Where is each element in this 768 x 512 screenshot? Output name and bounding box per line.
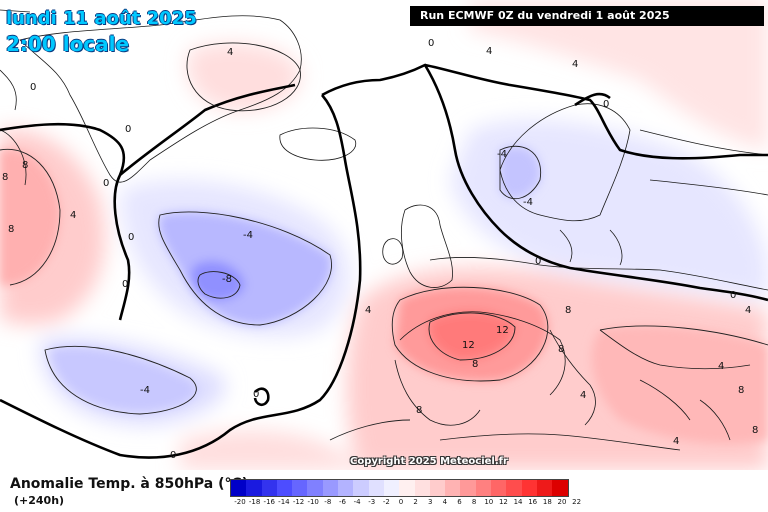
- color-scale-tick: 18: [542, 498, 552, 506]
- color-scale-cell: [383, 480, 400, 496]
- contour-value-label: 4: [227, 47, 233, 58]
- color-scale-cell: [231, 480, 247, 496]
- color-scale-tick: -12: [292, 498, 305, 506]
- lead-time-label: (+240h): [14, 494, 65, 507]
- color-scale-cell: [475, 480, 492, 496]
- contour-value-label: 4: [70, 210, 76, 221]
- color-scale-cell: [322, 480, 339, 496]
- contour-value-label: 4: [572, 59, 578, 70]
- color-scale-tick: 12: [498, 498, 508, 506]
- color-scale-tick: 2: [413, 498, 418, 506]
- color-scale-cell: [292, 480, 308, 496]
- forecast-date: lundi 11 août 2025: [6, 8, 197, 29]
- color-scale-tick: 8: [471, 498, 477, 506]
- color-scale-tick: -3: [368, 498, 376, 506]
- color-scale: [230, 479, 569, 497]
- contour-value-label: 0: [103, 178, 109, 189]
- contour-value-label: 0: [730, 290, 736, 301]
- contour-value-label: 8: [8, 224, 14, 235]
- contour-value-label: -4: [523, 197, 533, 208]
- variable-title: Anomalie Temp. à 850hPa (°C): [10, 476, 249, 492]
- copyright-label: Copyright 2025 Meteociel.fr: [350, 456, 508, 467]
- contour-value-label: 0: [603, 99, 609, 110]
- contour-value-label: 0: [128, 232, 134, 243]
- contour-value-label: 8: [2, 172, 8, 183]
- contour-value-label: 8: [22, 160, 28, 171]
- anomaly-fields: [0, 0, 768, 470]
- color-scale-cell: [491, 480, 507, 496]
- color-scale-tick: -14: [278, 498, 290, 506]
- color-scale-cell: [506, 480, 522, 496]
- color-scale-tick: 6: [457, 498, 462, 506]
- color-scale-cell: [353, 480, 369, 496]
- color-scale-tick: -8: [324, 498, 332, 506]
- color-scale-tick: 20: [557, 498, 567, 506]
- contour-value-label: 0: [170, 450, 176, 461]
- contour-value-label: 4: [673, 436, 679, 447]
- contour-value-label: 0: [122, 279, 128, 290]
- contour-value-label: 4: [580, 390, 586, 401]
- legend-bar: Anomalie Temp. à 850hPa (°C) (+240h) -20…: [0, 470, 768, 512]
- contour-value-label: 12: [496, 325, 509, 336]
- color-scale-cell: [552, 480, 568, 496]
- color-scale-cell: [536, 480, 553, 496]
- contour-value-label: 0: [253, 389, 259, 400]
- contour-value-label: -8: [222, 274, 232, 285]
- color-scale-cell: [276, 480, 293, 496]
- color-scale-cell: [307, 480, 323, 496]
- contour-value-label: 4: [365, 305, 371, 316]
- contour-value-label: 8: [738, 385, 744, 396]
- color-scale-cell: [429, 480, 446, 496]
- color-scale-tick: 22: [572, 498, 582, 506]
- color-scale-cell: [460, 480, 476, 496]
- contour-value-label: 0: [125, 124, 131, 135]
- run-info-banner: Run ECMWF 0Z du vendredi 1 août 2025: [410, 6, 764, 26]
- color-scale-cell: [368, 480, 384, 496]
- contour-value-label: 8: [472, 359, 478, 370]
- color-scale-tick: 14: [513, 498, 523, 506]
- color-scale-tick: -2: [382, 498, 390, 506]
- color-scale-cell: [399, 480, 415, 496]
- contour-value-label: 8: [416, 405, 422, 416]
- contour-value-label: 12: [462, 340, 475, 351]
- contour-value-label: -4: [497, 149, 507, 160]
- color-scale-tick: 10: [484, 498, 494, 506]
- contour-value-label: 8: [752, 425, 758, 436]
- color-scale-tick: 0: [398, 498, 404, 506]
- color-scale-cell: [521, 480, 537, 496]
- contour-value-label: -4: [140, 385, 150, 396]
- contour-value-label: 0: [428, 38, 434, 49]
- color-scale-cell: [414, 480, 430, 496]
- color-scale-ticks: -20 -18 -16 -14 -12 -10 -8 -6 -4 -3 -2 0 2 3 4 6 8 10 12 14…: [230, 498, 581, 510]
- color-scale-cell: [246, 480, 262, 496]
- color-scale-tick: 4: [442, 498, 448, 506]
- zero-contours: [0, 63, 768, 459]
- contour-value-label: 4: [745, 305, 751, 316]
- color-scale-tick: -16: [263, 498, 275, 506]
- contour-value-label: 0: [535, 256, 541, 267]
- color-scale-cell: [338, 480, 354, 496]
- color-scale-tick: 16: [528, 498, 538, 506]
- contour-value-label: -4: [243, 230, 253, 241]
- contour-value-label: 8: [565, 305, 571, 316]
- forecast-local-time: 2:00 locale: [6, 32, 130, 56]
- contour-value-label: 8: [558, 344, 564, 355]
- color-scale-tick: -6: [338, 498, 346, 506]
- isolines: [0, 42, 768, 441]
- color-scale-cell: [445, 480, 461, 496]
- color-scale-tick: -10: [307, 498, 319, 506]
- contour-value-label: 4: [718, 361, 724, 372]
- contour-value-label: 0: [30, 82, 36, 93]
- color-scale-tick: -18: [248, 498, 261, 506]
- color-scale-tick: -4: [353, 498, 361, 506]
- contour-value-label: 4: [486, 46, 492, 57]
- color-scale-cell: [261, 480, 277, 496]
- color-scale-tick: 3: [428, 498, 433, 506]
- color-scale-tick: -20: [234, 498, 246, 506]
